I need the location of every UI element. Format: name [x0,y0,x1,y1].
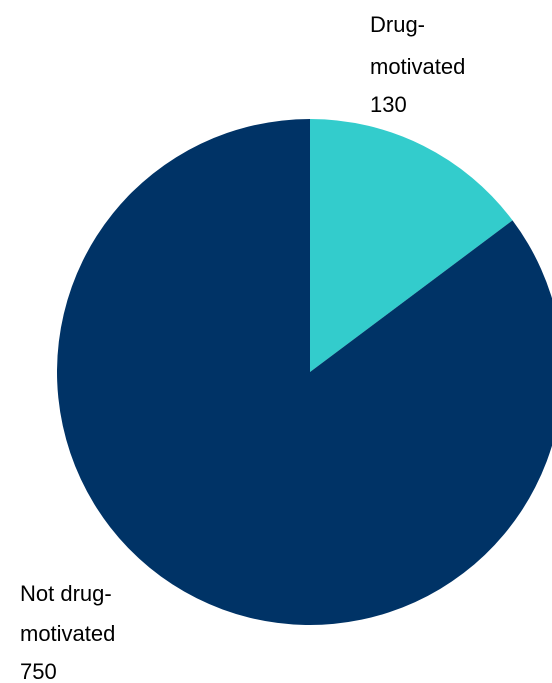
label-drug-motivated-value: 130 [370,92,407,117]
label-not-drug-motivated-value: 750 [20,659,57,683]
slice-not-drug-motivated [57,119,552,625]
label-drug-motivated: Drug- motivated 130 [370,12,472,117]
pie-slices [57,118,552,625]
label-not-drug-motivated-line-2: motivated [20,621,115,646]
label-not-drug-motivated-line-1: Not drug- [20,581,112,606]
label-not-drug-motivated: Not drug- motivated 750 [20,581,122,683]
label-drug-motivated-line-2: motivated [370,54,465,79]
label-drug-motivated-line-1: Drug- [370,12,425,37]
slice-drug-motivated [310,118,513,372]
